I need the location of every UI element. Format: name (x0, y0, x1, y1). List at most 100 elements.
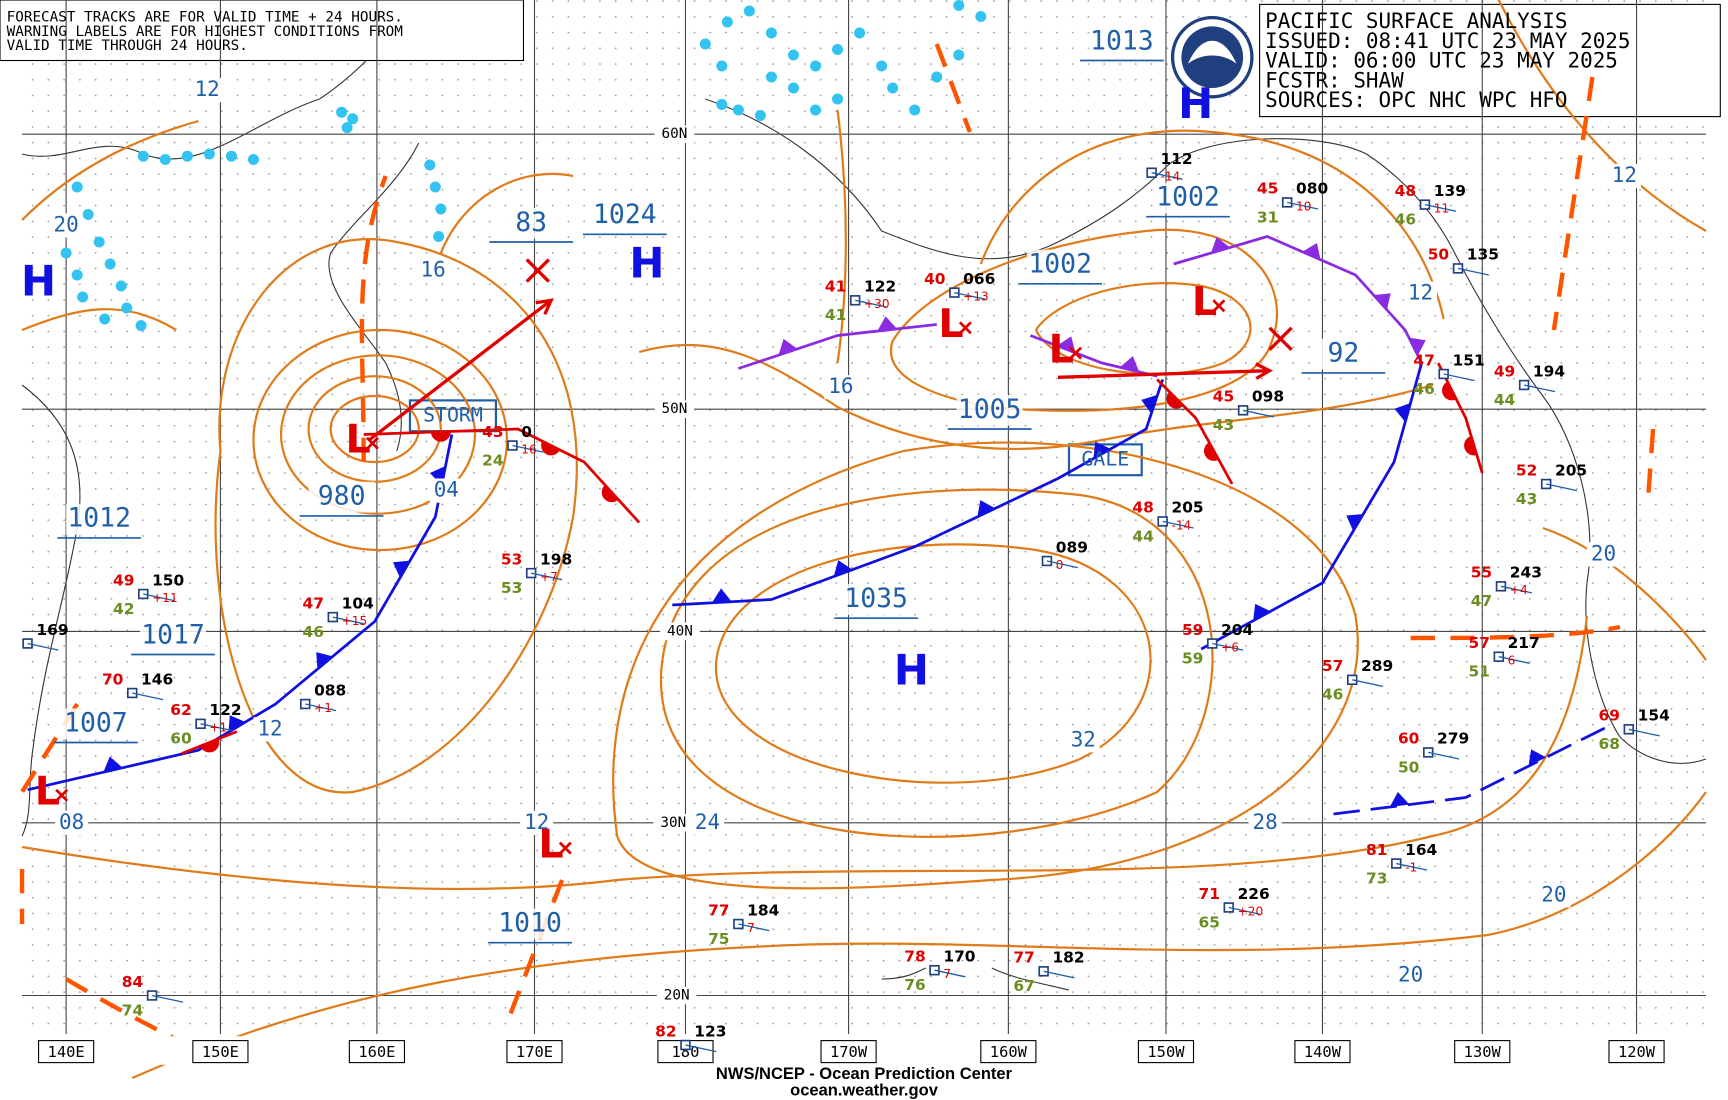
isobar-label: 12 (1612, 163, 1637, 187)
isobar-label: 16 (828, 374, 853, 398)
info-text: VALID: 06:00 UTC 23 MAY 2025 (1265, 49, 1618, 73)
lon-label: 160E (358, 1043, 395, 1061)
wind-barb (1457, 267, 1489, 276)
ice-edge (225, 150, 237, 162)
low-center: L (35, 769, 60, 815)
station-temperature: 62 (170, 701, 191, 719)
station-pressure: 151 (1452, 351, 1484, 369)
isobar-label: 08 (59, 810, 84, 834)
station-tendency: +11 (152, 591, 178, 605)
lon-label: 150E (202, 1043, 239, 1061)
isobar (131, 791, 1707, 1080)
warm-front (1156, 378, 1234, 485)
forecast-position (1268, 326, 1293, 351)
station-tendency: +30 (864, 297, 890, 311)
lat-label: 30N (660, 815, 686, 831)
label-bg (1088, 26, 1155, 58)
station-temperature: 60 (1398, 730, 1419, 748)
notice-text: WARNING LABELS ARE FOR HIGHEST CONDITION… (7, 24, 403, 40)
station-pressure: 164 (1405, 841, 1437, 859)
trough (934, 43, 972, 133)
station-dewpoint: 65 (1198, 913, 1219, 931)
station-pressure: 150 (152, 571, 184, 589)
forecast-track (368, 298, 553, 442)
ice-edge (953, 0, 965, 11)
station-tendency: 11 (1434, 202, 1449, 216)
station-temperature: 70 (102, 670, 123, 688)
station-dewpoint: 46 (1395, 211, 1416, 229)
isobar (21, 119, 199, 332)
station-tendency: +20 (1238, 904, 1264, 918)
station (1041, 555, 1053, 567)
wind-barb (332, 616, 364, 625)
station-temperature: 48 (1395, 182, 1416, 200)
station-pressure: 279 (1437, 730, 1469, 748)
isobar-label: 12 (1408, 281, 1433, 305)
station-dewpoint: 47 (1471, 592, 1492, 610)
station-pressure: 182 (1052, 949, 1084, 967)
station-pressure: 154 (1638, 707, 1670, 725)
station-pressure: 122 (864, 278, 896, 296)
label-bg (416, 258, 450, 283)
low-position (55, 788, 69, 802)
ice-edge (104, 258, 116, 270)
ice-edge (810, 104, 822, 116)
front-symbol (1528, 749, 1547, 767)
wind-barb (1228, 906, 1260, 915)
central-pressure: 83 (515, 207, 547, 238)
ice-edge (121, 302, 133, 314)
label-bg (429, 478, 463, 503)
central-pressure: 1007 (64, 707, 128, 738)
central-pressure: 1024 (593, 199, 657, 230)
label-bg (498, 207, 565, 239)
front-symbol (877, 316, 898, 332)
ice-edge (787, 49, 799, 61)
front-symbol (1394, 402, 1411, 423)
station-temperature: 81 (1366, 841, 1387, 859)
ice-edge (115, 280, 127, 292)
station-temperature: 45 (1257, 180, 1278, 198)
station-dewpoint: 24 (482, 451, 504, 469)
station-temperature: 82 (655, 1022, 676, 1040)
label-bg (253, 717, 287, 742)
station-pressure: 205 (1555, 461, 1587, 479)
high-center: H (629, 239, 664, 288)
ice-edge (429, 181, 441, 193)
lat-label-bg (653, 814, 694, 832)
station-dewpoint: 43 (1213, 416, 1234, 434)
front-symbol (1302, 243, 1321, 260)
front-symbol (1442, 381, 1457, 401)
station-temperature: 77 (708, 901, 729, 919)
lon-label: 170W (830, 1043, 868, 1061)
station-dewpoint: 53 (501, 579, 522, 597)
isobar-label: 12 (524, 810, 549, 834)
station-dewpoint: 31 (1257, 208, 1278, 226)
isobar (307, 375, 442, 483)
label-bg (1154, 182, 1222, 214)
central-pressure: 1010 (498, 908, 562, 939)
ice-edge (159, 154, 171, 165)
station (525, 567, 537, 579)
noaa-logo (1170, 15, 1254, 99)
front-symbol (1389, 791, 1410, 807)
station-temperature: 47 (1413, 351, 1434, 369)
ice-edge (765, 27, 777, 39)
station-dewpoint: 76 (904, 976, 925, 994)
station-pressure: 080 (1296, 180, 1328, 198)
footer-text: NWS/NCEP - Ocean Prediction Center (716, 1065, 1013, 1083)
isobar (329, 394, 420, 464)
station-temperature: 69 (1599, 707, 1620, 725)
lon-label: 140W (1304, 1043, 1342, 1061)
ice-edge (203, 148, 215, 160)
ice-edge (433, 231, 445, 242)
front-symbol (977, 500, 996, 517)
station-tendency: +6 (1221, 640, 1239, 654)
trough (359, 175, 388, 463)
wind-barb (1352, 679, 1384, 688)
lat-label-bg (656, 986, 697, 1005)
wind-barb (1628, 728, 1660, 737)
low-position (1069, 346, 1083, 360)
station-tendency: 16 (521, 442, 536, 456)
front-symbol (1373, 293, 1391, 310)
isobar-label: 28 (1253, 810, 1278, 834)
